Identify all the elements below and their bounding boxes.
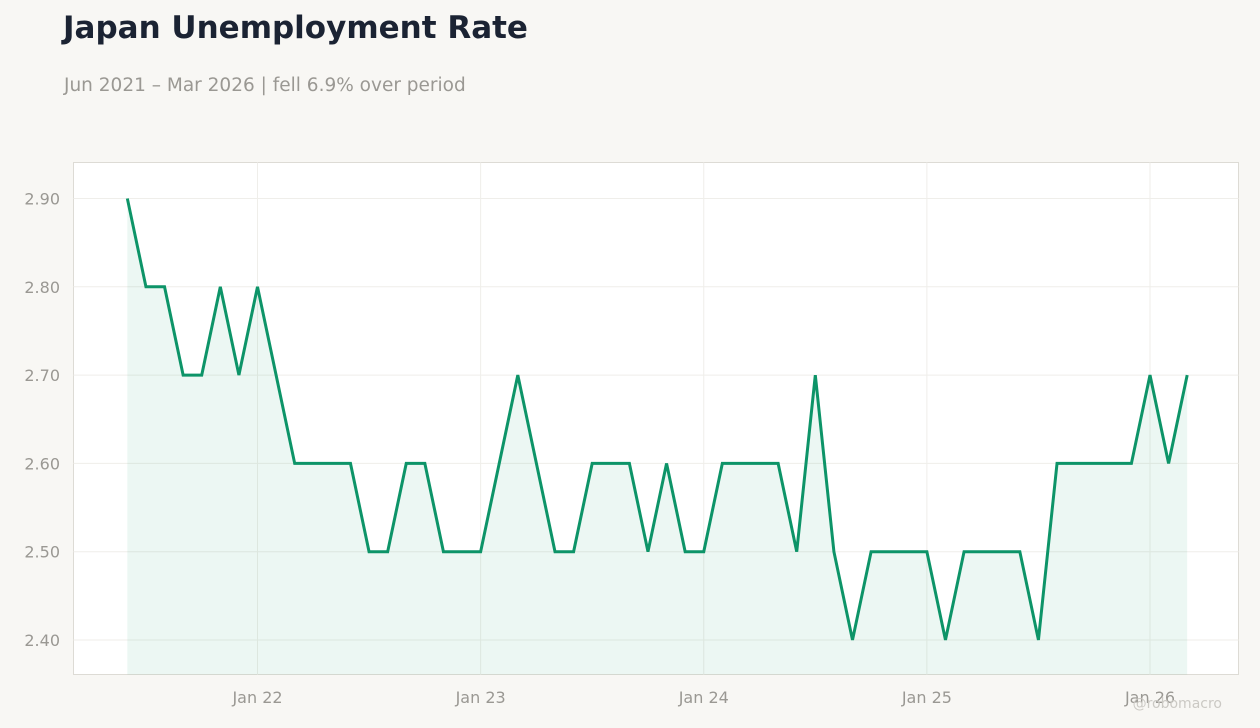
- watermark: @robomacro: [1132, 696, 1222, 712]
- y-tick-label: 2.90: [24, 190, 60, 209]
- series-line: [125, 198, 1189, 641]
- gridlines: [73, 162, 1239, 675]
- y-tick-label: 2.60: [24, 454, 60, 473]
- y-tick-label: 2.80: [24, 278, 60, 297]
- x-tick-label: Jan 24: [678, 688, 729, 707]
- line-layer: [125, 198, 1189, 641]
- x-tick-label: Jan 22: [231, 688, 282, 707]
- series-area-fill: [127, 198, 1188, 675]
- y-tick-label: 2.40: [24, 631, 60, 650]
- y-tick-label: 2.70: [24, 366, 60, 385]
- x-tick-label: Jan 25: [901, 688, 952, 707]
- y-tick-label: 2.50: [24, 543, 60, 562]
- area-layer: [127, 198, 1188, 675]
- x-tick-label: Jan 23: [455, 688, 506, 707]
- x-axis: Jan 22 Jan 23 Jan 24 Jan 25 Jan 26: [231, 688, 1175, 707]
- chart-subtitle: Jun 2021 – Mar 2026 | fell 6.9% over per…: [64, 75, 466, 96]
- y-axis: 2.40 2.50 2.60 2.70 2.80 2.90: [24, 190, 60, 651]
- x-tick-label: Jan 26: [1124, 688, 1175, 707]
- chart-title: Japan Unemployment Rate: [63, 10, 528, 46]
